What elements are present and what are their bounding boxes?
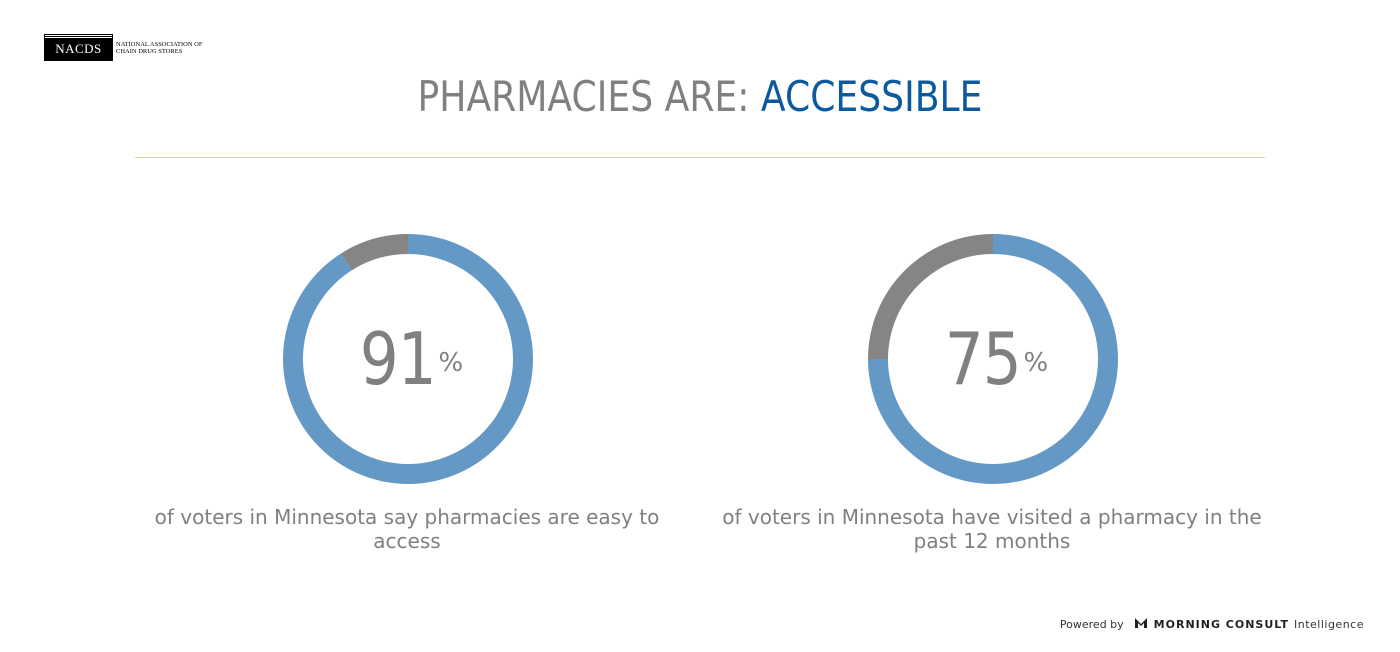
nacds-logo-mark: NACDS bbox=[44, 34, 113, 61]
morning-consult-m-icon bbox=[1134, 617, 1148, 632]
donut-chart-1: 91 % bbox=[282, 233, 534, 485]
title-accent: ACCESSIBLE bbox=[760, 72, 983, 121]
page-title: PHARMACIES ARE: ACCESSIBLE bbox=[98, 72, 1302, 122]
morning-consult-brand: MORNING CONSULT bbox=[1153, 618, 1289, 631]
donut-chart-2: 75 % bbox=[867, 233, 1119, 485]
nacds-logo-text: NATIONAL ASSOCIATION OF CHAIN DRUG STORE… bbox=[116, 41, 206, 55]
donut-1-svg bbox=[283, 234, 533, 484]
donut-1-percent-sign: % bbox=[438, 348, 464, 378]
morning-consult-product: Intelligence bbox=[1293, 618, 1364, 631]
powered-by-label: Powered by bbox=[1059, 618, 1124, 631]
donut-1-caption: of voters in Minnesota say pharmacies ar… bbox=[154, 505, 660, 553]
title-prefix: PHARMACIES ARE: bbox=[417, 72, 761, 121]
nacds-logo: NACDS NATIONAL ASSOCIATION OF CHAIN DRUG… bbox=[44, 34, 206, 61]
donut-2-gray-segment bbox=[868, 234, 993, 359]
powered-by-footer: Powered by MORNING CONSULT Intelligence bbox=[1060, 617, 1364, 632]
donut-2-value: 75 % bbox=[867, 233, 1119, 485]
donut-2-percent-sign: % bbox=[1023, 348, 1049, 378]
donut-2-number: 75 bbox=[944, 317, 1022, 401]
donut-1-gray-segment bbox=[341, 234, 408, 271]
donut-2-svg bbox=[868, 234, 1118, 484]
nacds-logo-line1: NATIONAL ASSOCIATION OF bbox=[116, 40, 203, 48]
donut-2-caption: of voters in Minnesota have visited a ph… bbox=[722, 505, 1262, 553]
donut-1-value: 91 % bbox=[282, 233, 534, 485]
title-divider bbox=[135, 157, 1265, 158]
nacds-logo-line2: CHAIN DRUG STORES bbox=[116, 47, 183, 55]
donut-1-number: 91 bbox=[359, 317, 437, 401]
